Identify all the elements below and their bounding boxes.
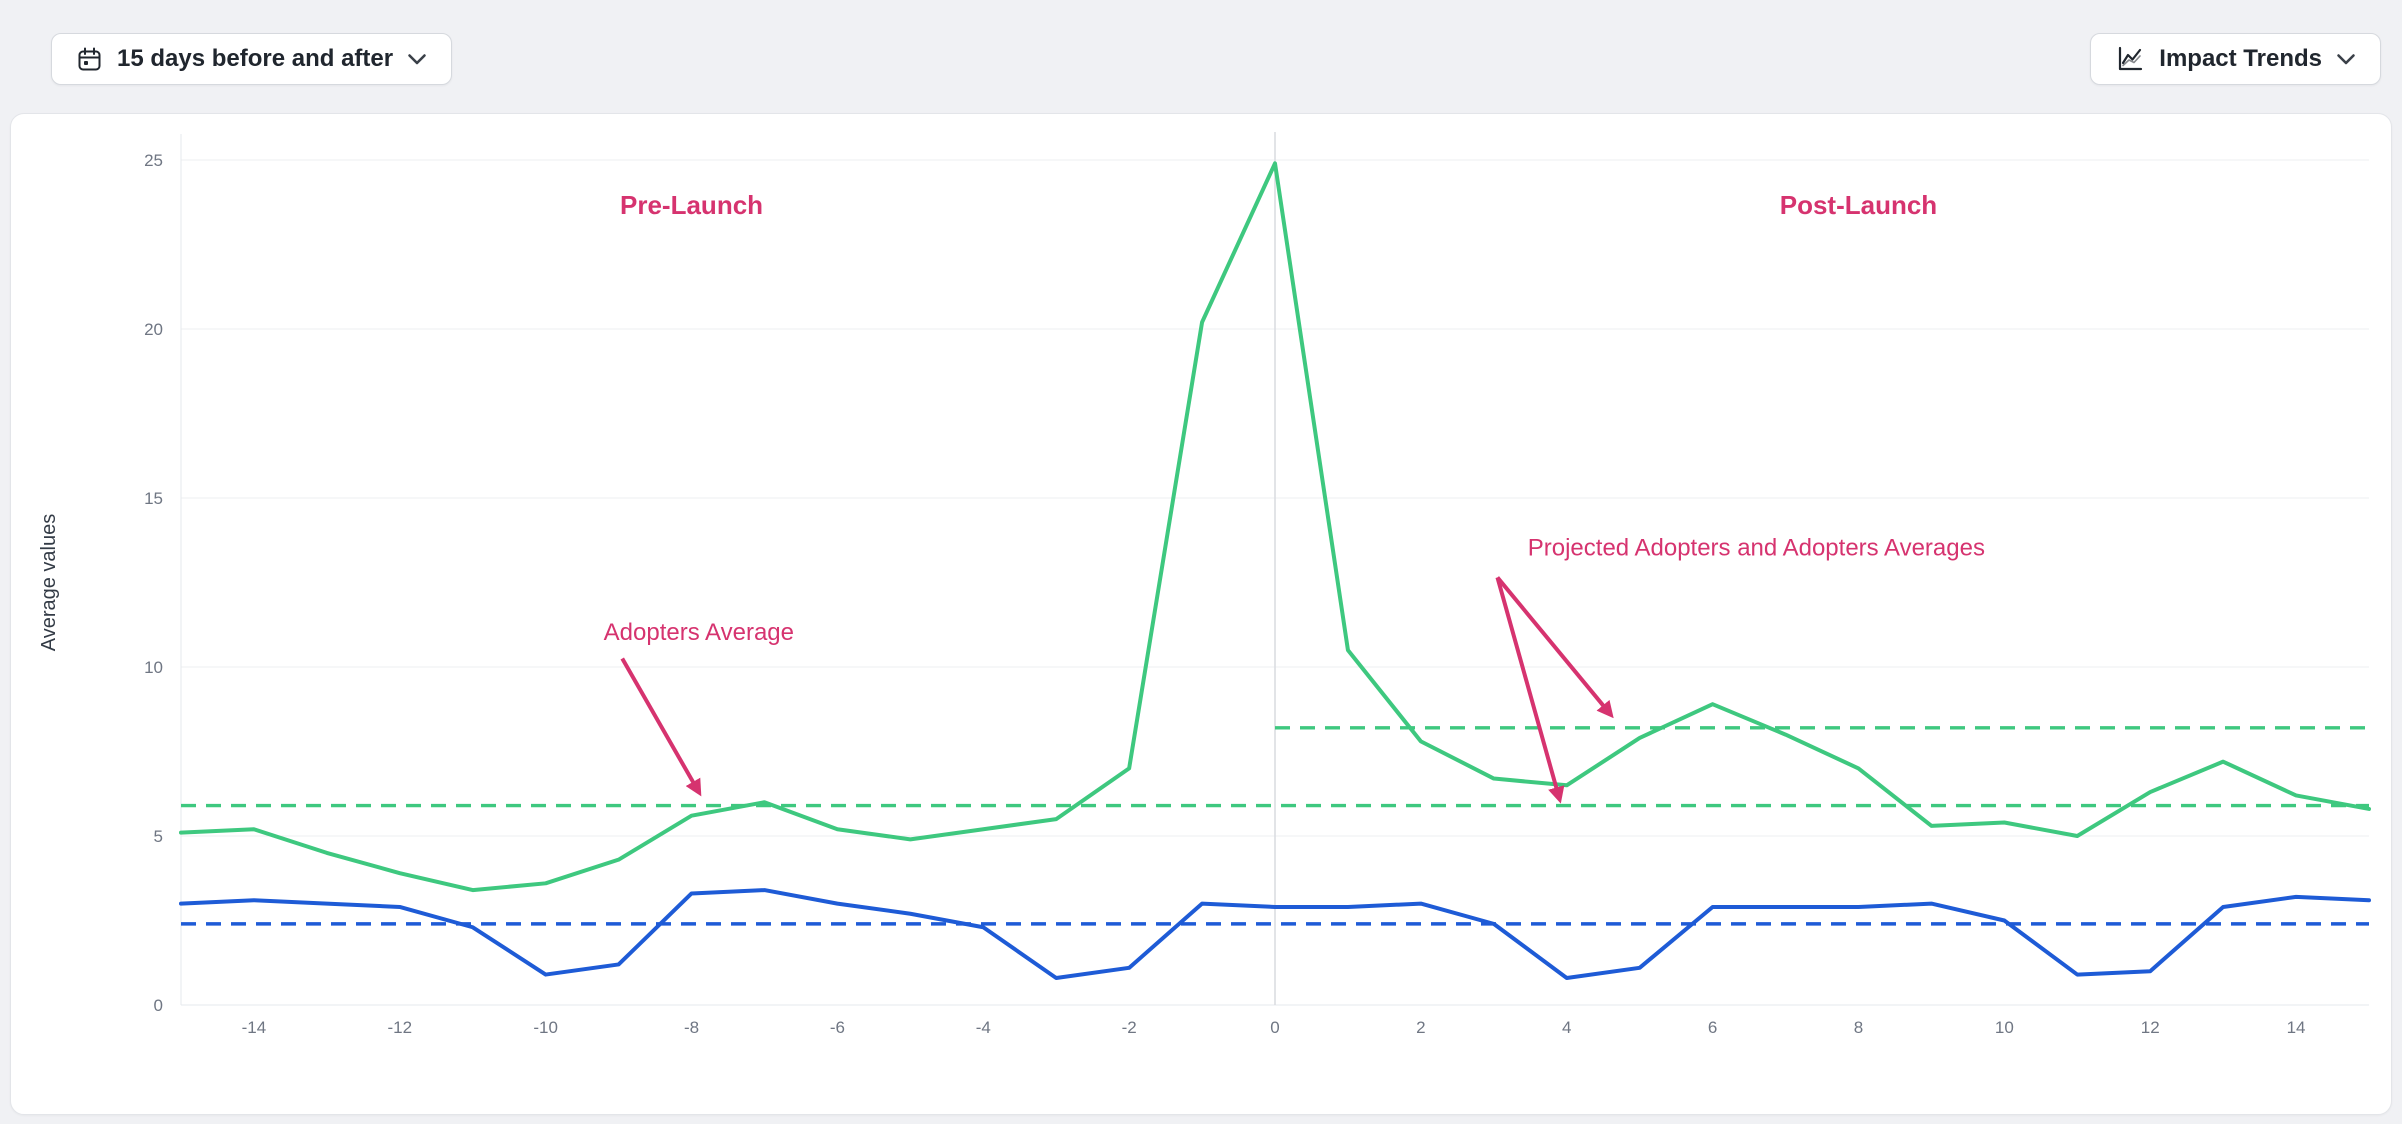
impact-trends-button[interactable]: Impact Trends [2090, 33, 2381, 85]
impact-trends-label: Impact Trends [2159, 45, 2322, 72]
chevron-down-icon [407, 53, 427, 66]
x-tick-label: -6 [830, 1018, 845, 1037]
series-line-comparison [179, 888, 2371, 980]
x-tick-label: 14 [2287, 1018, 2306, 1037]
y-tick-label: 15 [144, 489, 163, 508]
chevron-down-icon [2336, 53, 2356, 66]
annotation-arrow [1495, 576, 1614, 719]
annotation-label: Adopters Average [604, 619, 794, 646]
axis-ticks: 0 5 10 15 20 25 -14 -12 -10 -8 -6 -4 -2 0 2 4 6 8 10 12 14 [144, 151, 2305, 1037]
x-tick-label: 0 [1270, 1018, 1279, 1037]
annotation-label: Pre-Launch [620, 190, 763, 220]
impact-chart[interactable]: 0 5 10 15 20 25 -14 -12 -10 -8 -6 -4 -2 0 2 4 6 8 10 12 14 Av… [11, 114, 2391, 1114]
x-tick-label: -4 [976, 1018, 991, 1037]
x-tick-label: 4 [1562, 1018, 1571, 1037]
annotation-label: Projected Adopters and Adopters Averages [1528, 534, 1985, 561]
x-tick-label: -12 [388, 1018, 413, 1037]
annotation-label: Post-Launch [1780, 190, 1937, 220]
x-tick-label: -10 [533, 1018, 558, 1037]
toolbar: 15 days before and after Impact Trends [0, 0, 2402, 85]
gridlines [180, 132, 2369, 1006]
y-tick-label: 5 [154, 827, 163, 846]
y-axis-label: Average values [38, 514, 60, 652]
date-range-button[interactable]: 15 days before and after [51, 33, 453, 85]
x-tick-label: -8 [684, 1018, 699, 1037]
calendar-icon [76, 46, 103, 73]
y-tick-label: 25 [144, 151, 163, 170]
annotations: Pre-Launch Post-Launch Adopters Average Pro… [604, 190, 1985, 804]
x-tick-label: 6 [1708, 1018, 1717, 1037]
x-tick-label: 2 [1416, 1018, 1425, 1037]
series-line-adopters [179, 161, 2371, 893]
y-tick-label: 10 [144, 658, 163, 677]
y-tick-label: 0 [154, 996, 163, 1015]
chart-card: 0 5 10 15 20 25 -14 -12 -10 -8 -6 -4 -2 0 2 4 6 8 10 12 14 Av… [10, 113, 2392, 1115]
trend-chart-icon [2115, 44, 2145, 74]
x-tick-label: 8 [1854, 1018, 1863, 1037]
y-tick-label: 20 [144, 320, 163, 339]
date-range-label: 15 days before and after [117, 45, 394, 72]
x-tick-label: 10 [1995, 1018, 2014, 1037]
x-tick-label: -2 [1122, 1018, 1137, 1037]
annotation-arrow [1495, 576, 1565, 804]
x-tick-label: -14 [242, 1018, 267, 1037]
annotation-arrow [620, 657, 702, 797]
x-tick-label: 12 [2141, 1018, 2160, 1037]
